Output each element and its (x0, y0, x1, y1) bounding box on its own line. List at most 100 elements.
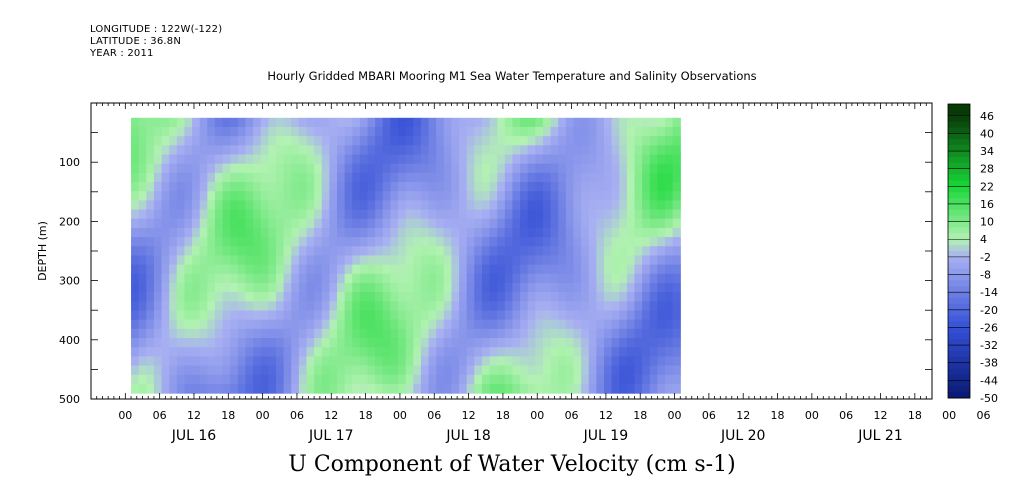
colorbar-swatch (948, 298, 970, 305)
heat-cell (337, 200, 346, 211)
heat-cell (642, 301, 651, 312)
heat-cell (413, 282, 422, 293)
heat-cell (642, 227, 651, 238)
heat-cell (359, 310, 369, 321)
heat-cell (542, 145, 552, 156)
heat-cell (512, 356, 521, 367)
heat-cell (352, 209, 361, 220)
heat-cell (390, 154, 399, 165)
heat-cell (161, 136, 170, 146)
heat-cell (207, 117, 216, 128)
heat-cell (382, 338, 392, 348)
heat-cell (466, 374, 475, 385)
heat-cell (153, 227, 163, 238)
heat-cell (565, 282, 575, 293)
heat-cell (657, 191, 666, 201)
heat-cell (298, 273, 308, 284)
heat-cell (275, 255, 285, 266)
heat-cell (405, 347, 414, 357)
heat-cell (573, 374, 582, 385)
heat-cell (306, 273, 315, 284)
heat-cell (184, 301, 193, 312)
heat-cell (665, 246, 674, 257)
heat-cell (527, 182, 536, 192)
heat-cell (359, 246, 369, 257)
heat-cell (153, 255, 163, 266)
heat-cell (428, 356, 437, 367)
heat-cell (497, 227, 506, 238)
heat-cell (642, 154, 651, 165)
heat-cell (283, 117, 292, 128)
heat-cell (603, 282, 613, 293)
heat-cell (375, 273, 384, 284)
heat-cell (420, 292, 430, 302)
heat-cell (535, 255, 544, 266)
heat-cell (436, 292, 445, 302)
heat-cell (367, 163, 376, 174)
heat-cell (314, 227, 323, 238)
heat-cell (153, 117, 163, 128)
heat-cell (527, 282, 536, 293)
heat-cell (230, 218, 239, 229)
heat-cell (337, 273, 346, 284)
heat-cell (337, 117, 346, 128)
heat-cell (329, 383, 338, 394)
heat-cell (413, 301, 422, 312)
heat-cell (161, 273, 170, 284)
heat-cell (352, 301, 361, 312)
heat-cell (214, 338, 224, 348)
heat-cell (504, 191, 514, 201)
heat-cell (184, 163, 193, 174)
heat-cell (504, 282, 514, 293)
heat-cell (367, 273, 376, 284)
heat-cell (581, 374, 590, 385)
heat-cell (413, 255, 422, 266)
heat-cell (527, 145, 536, 156)
heat-cell (497, 356, 506, 367)
heat-cell (321, 301, 330, 312)
heat-cell (497, 154, 506, 165)
heat-cell (222, 273, 231, 284)
heat-cell (314, 218, 323, 229)
heat-cell (337, 145, 346, 156)
x-tick-label: 18 (771, 409, 785, 422)
heat-cell (161, 255, 170, 266)
heat-cell (207, 227, 216, 238)
colorbar-label: 40 (980, 127, 994, 140)
heat-cell (153, 145, 163, 156)
heat-cell (672, 328, 681, 339)
heat-cell (428, 218, 437, 229)
heat-cell (253, 117, 262, 128)
heat-cell (672, 356, 681, 367)
heat-cell (131, 356, 140, 367)
heat-cell (253, 218, 262, 229)
heat-cell (596, 319, 605, 330)
heat-cell (565, 145, 575, 156)
heat-cell (161, 200, 170, 211)
heat-cell (291, 273, 300, 284)
heat-cell (367, 292, 376, 302)
heat-cell (436, 310, 445, 321)
heat-cell (375, 182, 384, 192)
heat-cell (275, 264, 285, 275)
heat-cell (367, 145, 376, 156)
heat-cell (626, 200, 636, 211)
heat-cell (443, 374, 453, 385)
heat-cell (665, 328, 674, 339)
heat-cell (611, 374, 620, 385)
heat-cell (260, 273, 269, 284)
heat-cell (230, 145, 239, 156)
heat-cell (642, 191, 651, 201)
heat-cell (176, 246, 186, 257)
heat-cell (512, 237, 521, 247)
heat-cell (222, 356, 231, 367)
heat-cell (367, 319, 376, 330)
heat-cell (161, 145, 170, 156)
heat-cell (626, 365, 636, 376)
heat-cell (207, 126, 216, 137)
heat-cell (550, 292, 559, 302)
heat-cell (184, 292, 193, 302)
heat-cell (153, 292, 163, 302)
heat-cell (398, 301, 407, 312)
heat-cell (275, 347, 285, 357)
